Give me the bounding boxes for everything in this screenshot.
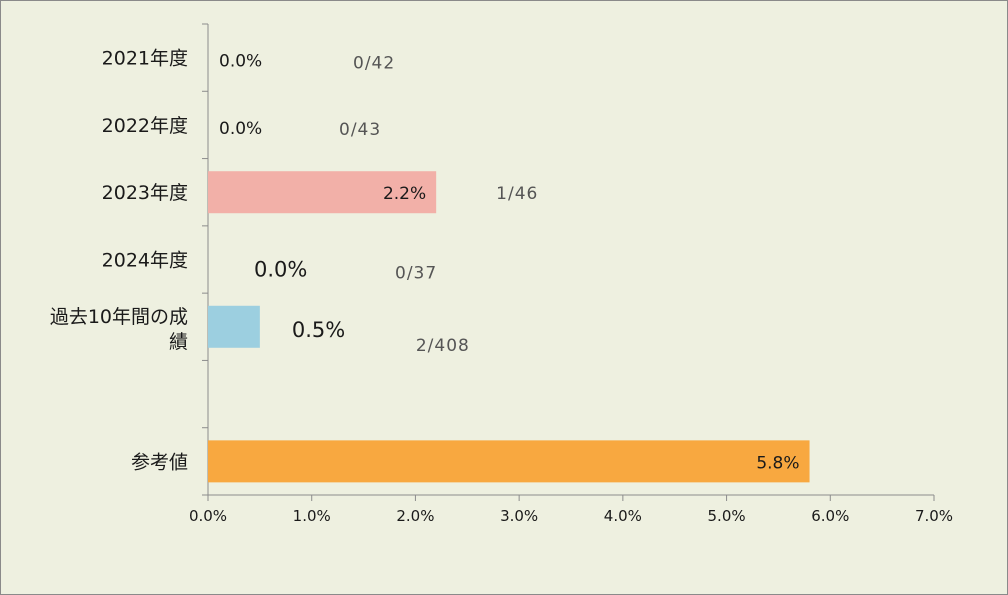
fraction-label: 1/46: [496, 184, 538, 204]
category-label: 2022年度: [102, 115, 188, 137]
x-tick-label: 4.0%: [604, 507, 642, 525]
value-label: 0.0%: [254, 258, 307, 282]
value-label: 0.0%: [219, 52, 262, 72]
x-tick-label: 6.0%: [811, 507, 849, 525]
category-label: 参考値: [131, 451, 188, 473]
x-tick-label: 2.0%: [396, 507, 434, 525]
x-tick-label: 3.0%: [500, 507, 538, 525]
value-label: 5.8%: [756, 453, 799, 473]
x-tick-label: 1.0%: [293, 507, 331, 525]
bar: [208, 440, 810, 483]
fraction-label: 0/43: [339, 120, 381, 140]
value-label: 0.0%: [219, 119, 262, 139]
category-label: 2024年度: [102, 250, 188, 272]
bar: [208, 305, 260, 348]
category-label: 2023年度: [102, 182, 188, 204]
fraction-label: 2/408: [416, 336, 470, 356]
fraction-label: 0/42: [353, 54, 395, 74]
x-tick-label: 5.0%: [708, 507, 746, 525]
value-label: 0.5%: [292, 318, 345, 342]
x-tick-label: 0.0%: [189, 507, 227, 525]
category-label: 過去10年間の成: [50, 306, 188, 328]
value-label: 2.2%: [383, 184, 426, 204]
category-label: 2021年度: [102, 48, 188, 70]
bar: [208, 171, 437, 214]
fraction-label: 0/37: [395, 264, 437, 284]
category-label: 績: [169, 331, 188, 353]
x-tick-label: 7.0%: [915, 507, 953, 525]
